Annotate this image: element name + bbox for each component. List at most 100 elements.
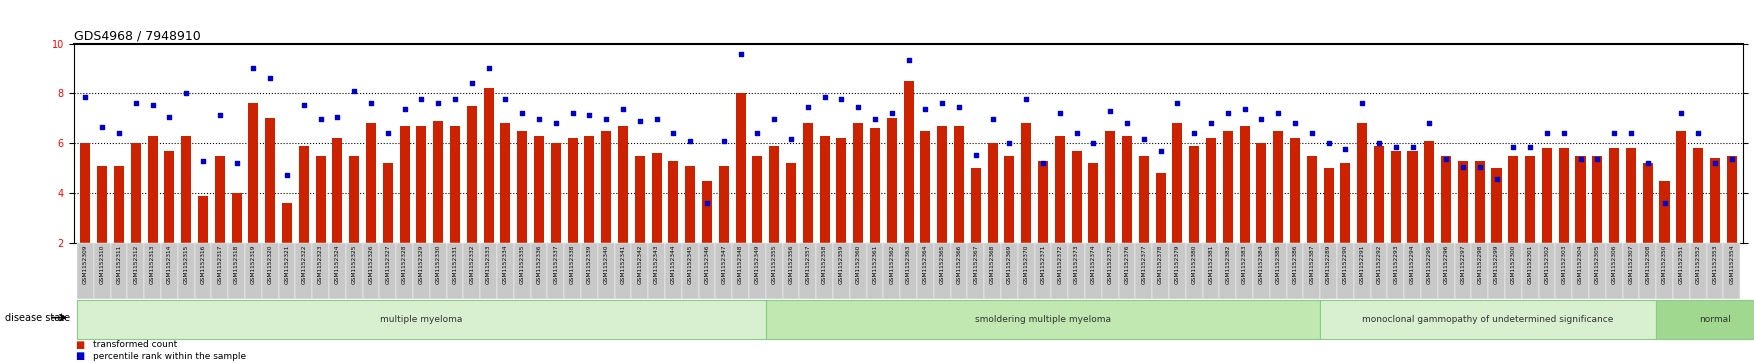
Bar (517, 131, 528, 243)
Bar (232, 193, 242, 243)
Bar (111, 243, 128, 299)
Bar (533, 136, 544, 243)
Bar (1710, 158, 1721, 243)
Point (1584, 156, 1612, 162)
Point (1701, 160, 1729, 166)
Bar (749, 243, 766, 299)
Bar (312, 243, 330, 299)
Text: GSM1152355: GSM1152355 (772, 245, 777, 284)
Text: normal: normal (1700, 315, 1731, 324)
Text: GSM1152313: GSM1152313 (151, 245, 154, 284)
Bar (551, 143, 561, 243)
Point (289, 102, 317, 108)
Point (1214, 110, 1242, 116)
Point (1515, 144, 1544, 150)
Bar (849, 243, 866, 299)
Bar (1321, 300, 1656, 339)
Text: GSM1152377: GSM1152377 (1142, 245, 1147, 284)
Text: GSM1152331: GSM1152331 (453, 245, 458, 284)
Bar (481, 243, 496, 299)
Bar (451, 126, 460, 243)
Bar (1522, 243, 1538, 299)
Bar (1256, 143, 1266, 243)
Bar (1424, 141, 1435, 243)
Bar (1640, 243, 1656, 299)
Point (156, 114, 184, 120)
Bar (819, 136, 830, 243)
Text: GSM1152356: GSM1152356 (789, 245, 793, 284)
Point (609, 106, 637, 112)
Text: GSM1152380: GSM1152380 (1191, 245, 1196, 284)
Point (1196, 121, 1224, 126)
Bar (1370, 243, 1387, 299)
Point (340, 89, 368, 94)
Bar (1538, 243, 1556, 299)
Bar (1726, 156, 1736, 243)
Bar (800, 243, 816, 299)
Text: GSM1152304: GSM1152304 (1579, 245, 1584, 284)
Point (1063, 130, 1091, 136)
Text: GSM1152326: GSM1152326 (368, 245, 374, 284)
Point (1079, 140, 1107, 146)
Point (256, 74, 284, 80)
Point (1030, 160, 1058, 166)
Bar (346, 243, 363, 299)
Bar (1572, 243, 1589, 299)
Bar (921, 131, 930, 243)
Point (1130, 136, 1158, 142)
Bar (1575, 156, 1586, 243)
Text: GSM1152336: GSM1152336 (537, 245, 542, 284)
Point (440, 97, 468, 102)
Point (675, 138, 703, 144)
Bar (1321, 243, 1337, 299)
Text: GSM1152307: GSM1152307 (1628, 245, 1633, 284)
Text: GSM1152369: GSM1152369 (1007, 245, 1012, 284)
Text: GSM1152335: GSM1152335 (519, 245, 524, 284)
Bar (279, 243, 295, 299)
Point (558, 110, 586, 116)
Point (844, 105, 872, 110)
Bar (1168, 243, 1186, 299)
Bar (1693, 148, 1703, 243)
Bar (752, 156, 763, 243)
Bar (870, 129, 881, 243)
Bar (1442, 156, 1451, 243)
Bar (1387, 243, 1405, 299)
Bar (147, 136, 158, 243)
Text: GSM1152289: GSM1152289 (1326, 245, 1331, 284)
Text: GSM1152362: GSM1152362 (889, 245, 895, 284)
Point (121, 101, 149, 106)
Point (593, 117, 621, 122)
Text: GSM1152295: GSM1152295 (1426, 245, 1431, 284)
Bar (1337, 243, 1354, 299)
Bar (852, 123, 863, 243)
Bar (316, 156, 326, 243)
Point (1551, 130, 1579, 136)
Text: GSM1152385: GSM1152385 (1275, 245, 1280, 284)
Bar (1405, 243, 1421, 299)
Bar (1207, 138, 1216, 243)
Text: GSM1152348: GSM1152348 (738, 245, 744, 284)
Point (1500, 144, 1528, 150)
Bar (1289, 138, 1300, 243)
Point (323, 114, 351, 120)
Bar (1656, 300, 1754, 339)
Text: GSM1152325: GSM1152325 (353, 245, 356, 284)
Point (1633, 160, 1661, 166)
Text: GSM1152330: GSM1152330 (435, 245, 440, 284)
Point (877, 110, 905, 116)
Bar (988, 143, 998, 243)
Bar (884, 243, 900, 299)
Point (1566, 156, 1594, 162)
Point (1449, 164, 1477, 170)
Bar (1438, 243, 1454, 299)
Text: GSM1152371: GSM1152371 (1040, 245, 1045, 284)
Bar (1087, 163, 1098, 243)
Text: GSM1152320: GSM1152320 (268, 245, 272, 284)
Point (239, 65, 267, 70)
Point (542, 121, 570, 126)
Point (642, 117, 670, 122)
Bar (1689, 243, 1707, 299)
Text: GSM1152358: GSM1152358 (823, 245, 828, 284)
Point (928, 101, 956, 106)
